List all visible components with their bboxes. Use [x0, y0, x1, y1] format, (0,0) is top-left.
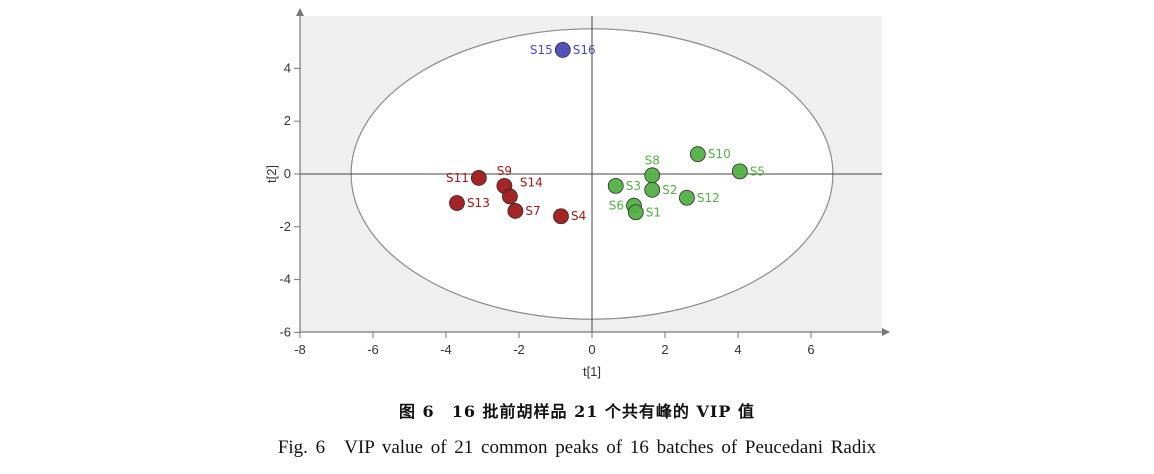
data-point-s1 — [627, 204, 644, 221]
y-axis-title: t[2] — [264, 165, 279, 183]
x-tick-label: 4 — [734, 342, 741, 357]
point-label-s14: S14 — [520, 175, 543, 189]
figure-caption-english: Fig. 6 VIP value of 21 common peaks of 1… — [277, 437, 877, 458]
y-tick-label: -6 — [279, 324, 291, 339]
x-axis-title: t[1] — [583, 364, 601, 379]
data-point-s5 — [731, 163, 748, 180]
point-label-s12: S12 — [697, 191, 720, 205]
data-point-s15 — [554, 42, 571, 58]
x-tick-label: -6 — [367, 342, 379, 357]
point-label-s13: S13 — [467, 196, 490, 210]
point-label-s3: S3 — [626, 179, 641, 193]
x-tick-label: 6 — [807, 342, 814, 357]
x-tick-label: 2 — [661, 342, 668, 357]
y-tick-label: 0 — [284, 166, 291, 181]
point-label-s4: S4 — [571, 209, 586, 223]
point-label-s7: S7 — [525, 204, 540, 218]
y-tick-label: -2 — [279, 219, 291, 234]
point-label-s16: S16 — [573, 43, 596, 57]
point-label-s1: S1 — [646, 205, 661, 219]
data-point-s10 — [689, 146, 706, 163]
data-point-s2 — [644, 181, 661, 198]
data-point-s12 — [679, 189, 695, 206]
x-tick-label: -2 — [513, 342, 525, 357]
data-point-s3 — [607, 177, 624, 194]
point-label-s10: S10 — [708, 147, 731, 161]
y-tick-label: 4 — [284, 60, 291, 75]
data-point-s7 — [507, 203, 524, 219]
x-axis-arrow — [882, 328, 890, 336]
data-point-s13 — [449, 195, 465, 211]
data-point-s14 — [501, 188, 518, 205]
point-label-s15: S15 — [530, 43, 553, 57]
x-tick-label: 0 — [588, 342, 595, 357]
x-tick-label: -8 — [294, 342, 306, 357]
point-label-s2: S2 — [662, 183, 677, 197]
y-tick-label: 2 — [284, 113, 291, 128]
point-label-s6: S6 — [609, 199, 624, 213]
figure-caption-chinese: 图 6 16 批前胡样品 21 个共有峰的 VIP 值 — [398, 402, 756, 421]
point-label-s9: S9 — [497, 164, 512, 178]
point-label-s8: S8 — [645, 153, 660, 167]
data-point-s4 — [553, 208, 569, 225]
x-tick-label: -4 — [440, 342, 452, 357]
data-point-s11 — [470, 170, 487, 186]
point-label-s5: S5 — [750, 164, 765, 178]
data-point-s8 — [644, 167, 661, 184]
y-tick-label: -4 — [279, 272, 291, 287]
point-label-s11: S11 — [446, 171, 469, 185]
y-axis-arrow — [296, 8, 304, 16]
